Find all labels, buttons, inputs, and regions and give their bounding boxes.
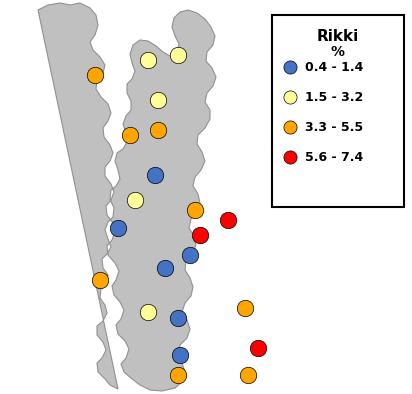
Point bbox=[287, 64, 293, 70]
Point bbox=[255, 345, 261, 351]
Point bbox=[154, 127, 161, 133]
Point bbox=[175, 52, 181, 58]
Point bbox=[287, 94, 293, 100]
Point bbox=[175, 372, 181, 378]
Text: %: % bbox=[331, 45, 345, 59]
Point bbox=[145, 309, 151, 315]
Point bbox=[187, 252, 193, 258]
Point bbox=[177, 352, 183, 358]
Point bbox=[97, 277, 103, 283]
Text: 1.5 - 3.2: 1.5 - 3.2 bbox=[305, 91, 363, 104]
Point bbox=[92, 72, 98, 78]
FancyBboxPatch shape bbox=[272, 15, 404, 207]
Point bbox=[152, 172, 158, 178]
Point bbox=[132, 197, 138, 203]
Text: 5.6 - 7.4: 5.6 - 7.4 bbox=[305, 151, 363, 164]
Text: 0.4 - 1.4: 0.4 - 1.4 bbox=[305, 61, 363, 74]
Point bbox=[154, 97, 161, 103]
Point bbox=[115, 225, 121, 231]
Point bbox=[192, 207, 198, 213]
Point bbox=[242, 305, 248, 311]
Point bbox=[145, 57, 151, 63]
Point bbox=[287, 124, 293, 130]
Point bbox=[197, 232, 203, 238]
Point bbox=[287, 154, 293, 160]
Point bbox=[127, 132, 133, 138]
Polygon shape bbox=[38, 3, 216, 391]
Text: Rikki: Rikki bbox=[317, 29, 359, 44]
Point bbox=[245, 372, 251, 378]
Point bbox=[175, 315, 181, 321]
Point bbox=[162, 265, 168, 271]
Text: 3.3 - 5.5: 3.3 - 5.5 bbox=[305, 121, 363, 134]
Point bbox=[225, 217, 231, 223]
